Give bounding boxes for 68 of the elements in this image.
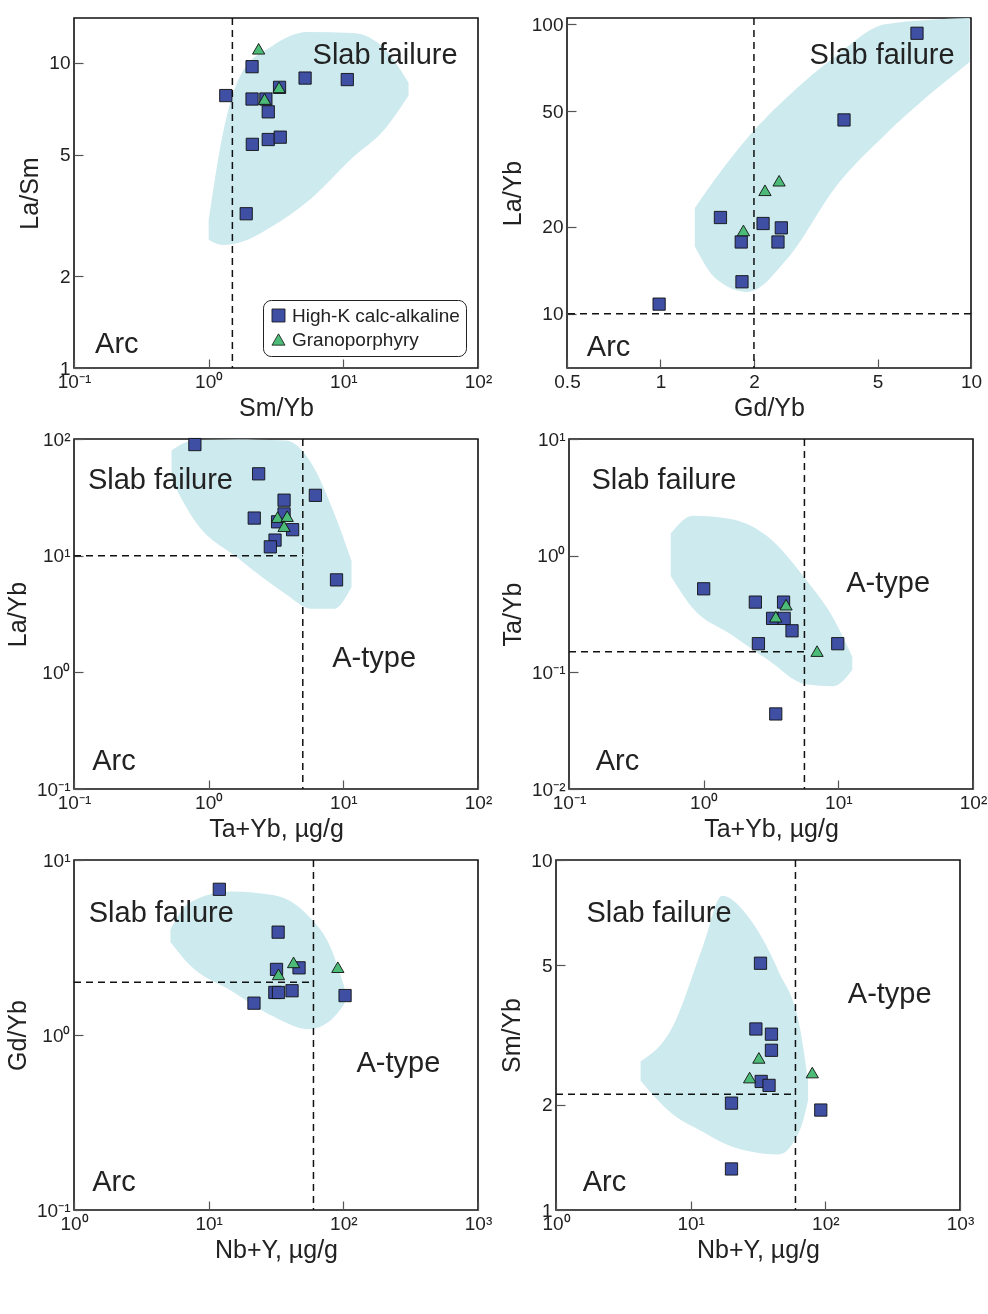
- x-tick-label: 10²: [330, 1212, 358, 1234]
- x-axis-title: Ta+Yb, µg/g: [704, 813, 839, 842]
- x-tick-label: 10¹: [195, 1212, 223, 1234]
- x-tick-label: 10¹: [677, 1212, 705, 1234]
- annotation: Arc: [586, 330, 631, 362]
- annotation: Arc: [92, 1165, 136, 1197]
- x-axis-title: Gd/Yb: [734, 392, 805, 421]
- x-tick-label: 5: [872, 370, 884, 392]
- y-tick-label: 20: [542, 216, 564, 238]
- y-tick-label: 2: [541, 1094, 553, 1116]
- annotation: Slab failure: [586, 895, 732, 928]
- x-tick-label: 10³: [464, 1212, 493, 1234]
- x-axis-title: Nb+Y, µg/g: [696, 1234, 821, 1263]
- x-tick-label: 10¹: [330, 791, 358, 813]
- y-axis-title: Gd/Yb: [3, 1000, 32, 1071]
- x-tick-label: 0.5: [554, 370, 581, 392]
- x-axis-title: Sm/Yb: [238, 392, 315, 421]
- x-tick-label: 10⁰: [195, 370, 224, 392]
- y-tick-label: 10⁰: [537, 545, 566, 567]
- annotation: A-type: [847, 977, 932, 1010]
- annotation: Slab failure: [312, 38, 458, 71]
- x-tick-label: 10²: [464, 791, 493, 813]
- y-tick-label: 2: [59, 265, 71, 287]
- x-tick-label: 10²: [812, 1212, 840, 1234]
- x-axis-title: Nb+Y, µg/g: [214, 1234, 339, 1263]
- x-tick-label: 2: [749, 370, 760, 392]
- annotation: Slab failure: [591, 462, 737, 495]
- x-tick-label: 10⁰: [690, 791, 719, 813]
- x-tick-label: 10⁰: [195, 791, 224, 813]
- legend-label: High-K calc-alkaline: [292, 304, 460, 326]
- annotation: A-type: [356, 1046, 441, 1078]
- x-tick-label: 10³: [946, 1212, 975, 1234]
- annotation: A-type: [332, 641, 417, 674]
- y-axis-title: Ta/Yb: [498, 582, 527, 647]
- y-tick-label: 50: [542, 100, 564, 122]
- x-tick-label: 10²: [464, 370, 493, 392]
- annotation: Arc: [582, 1165, 627, 1197]
- y-tick-label: 10⁻¹: [532, 661, 566, 683]
- annotation: Arc: [92, 744, 136, 776]
- y-tick-label: 5: [541, 954, 553, 976]
- y-tick-label: 10: [531, 849, 553, 871]
- x-tick-label: 10: [960, 370, 983, 392]
- y-tick-label: 10⁰: [42, 661, 71, 683]
- y-tick-label: 10¹: [538, 428, 566, 450]
- annotation: Slab failure: [87, 462, 233, 495]
- annotation: Arc: [595, 744, 640, 776]
- y-tick-label: 10¹: [43, 545, 71, 567]
- x-tick-label: 10²: [959, 791, 988, 813]
- y-tick-label: 10⁰: [42, 1024, 71, 1046]
- y-axis-title: La/Yb: [3, 581, 32, 648]
- x-tick-label: 1: [655, 370, 667, 392]
- y-axis-title: La/Sm: [15, 157, 44, 230]
- x-tick-label: 10¹: [825, 791, 853, 813]
- annotation: A-type: [846, 565, 931, 598]
- y-tick-label: 5: [59, 144, 71, 166]
- y-tick-label: 10: [542, 303, 564, 325]
- y-tick-label: 10²: [43, 428, 71, 450]
- y-axis-title: La/Yb: [497, 160, 526, 227]
- y-tick-label: 10¹: [43, 849, 71, 871]
- legend-label: Granoporphyry: [292, 328, 420, 350]
- annotation: Slab failure: [88, 895, 234, 928]
- x-axis-title: Ta+Yb, µg/g: [209, 813, 344, 842]
- y-tick-label: 100: [531, 13, 564, 35]
- x-tick-label: 10¹: [330, 370, 358, 392]
- y-tick-label: 10: [49, 52, 71, 74]
- annotation: Arc: [95, 326, 139, 359]
- y-axis-title: Sm/Yb: [497, 997, 526, 1074]
- annotation: Slab failure: [809, 38, 955, 71]
